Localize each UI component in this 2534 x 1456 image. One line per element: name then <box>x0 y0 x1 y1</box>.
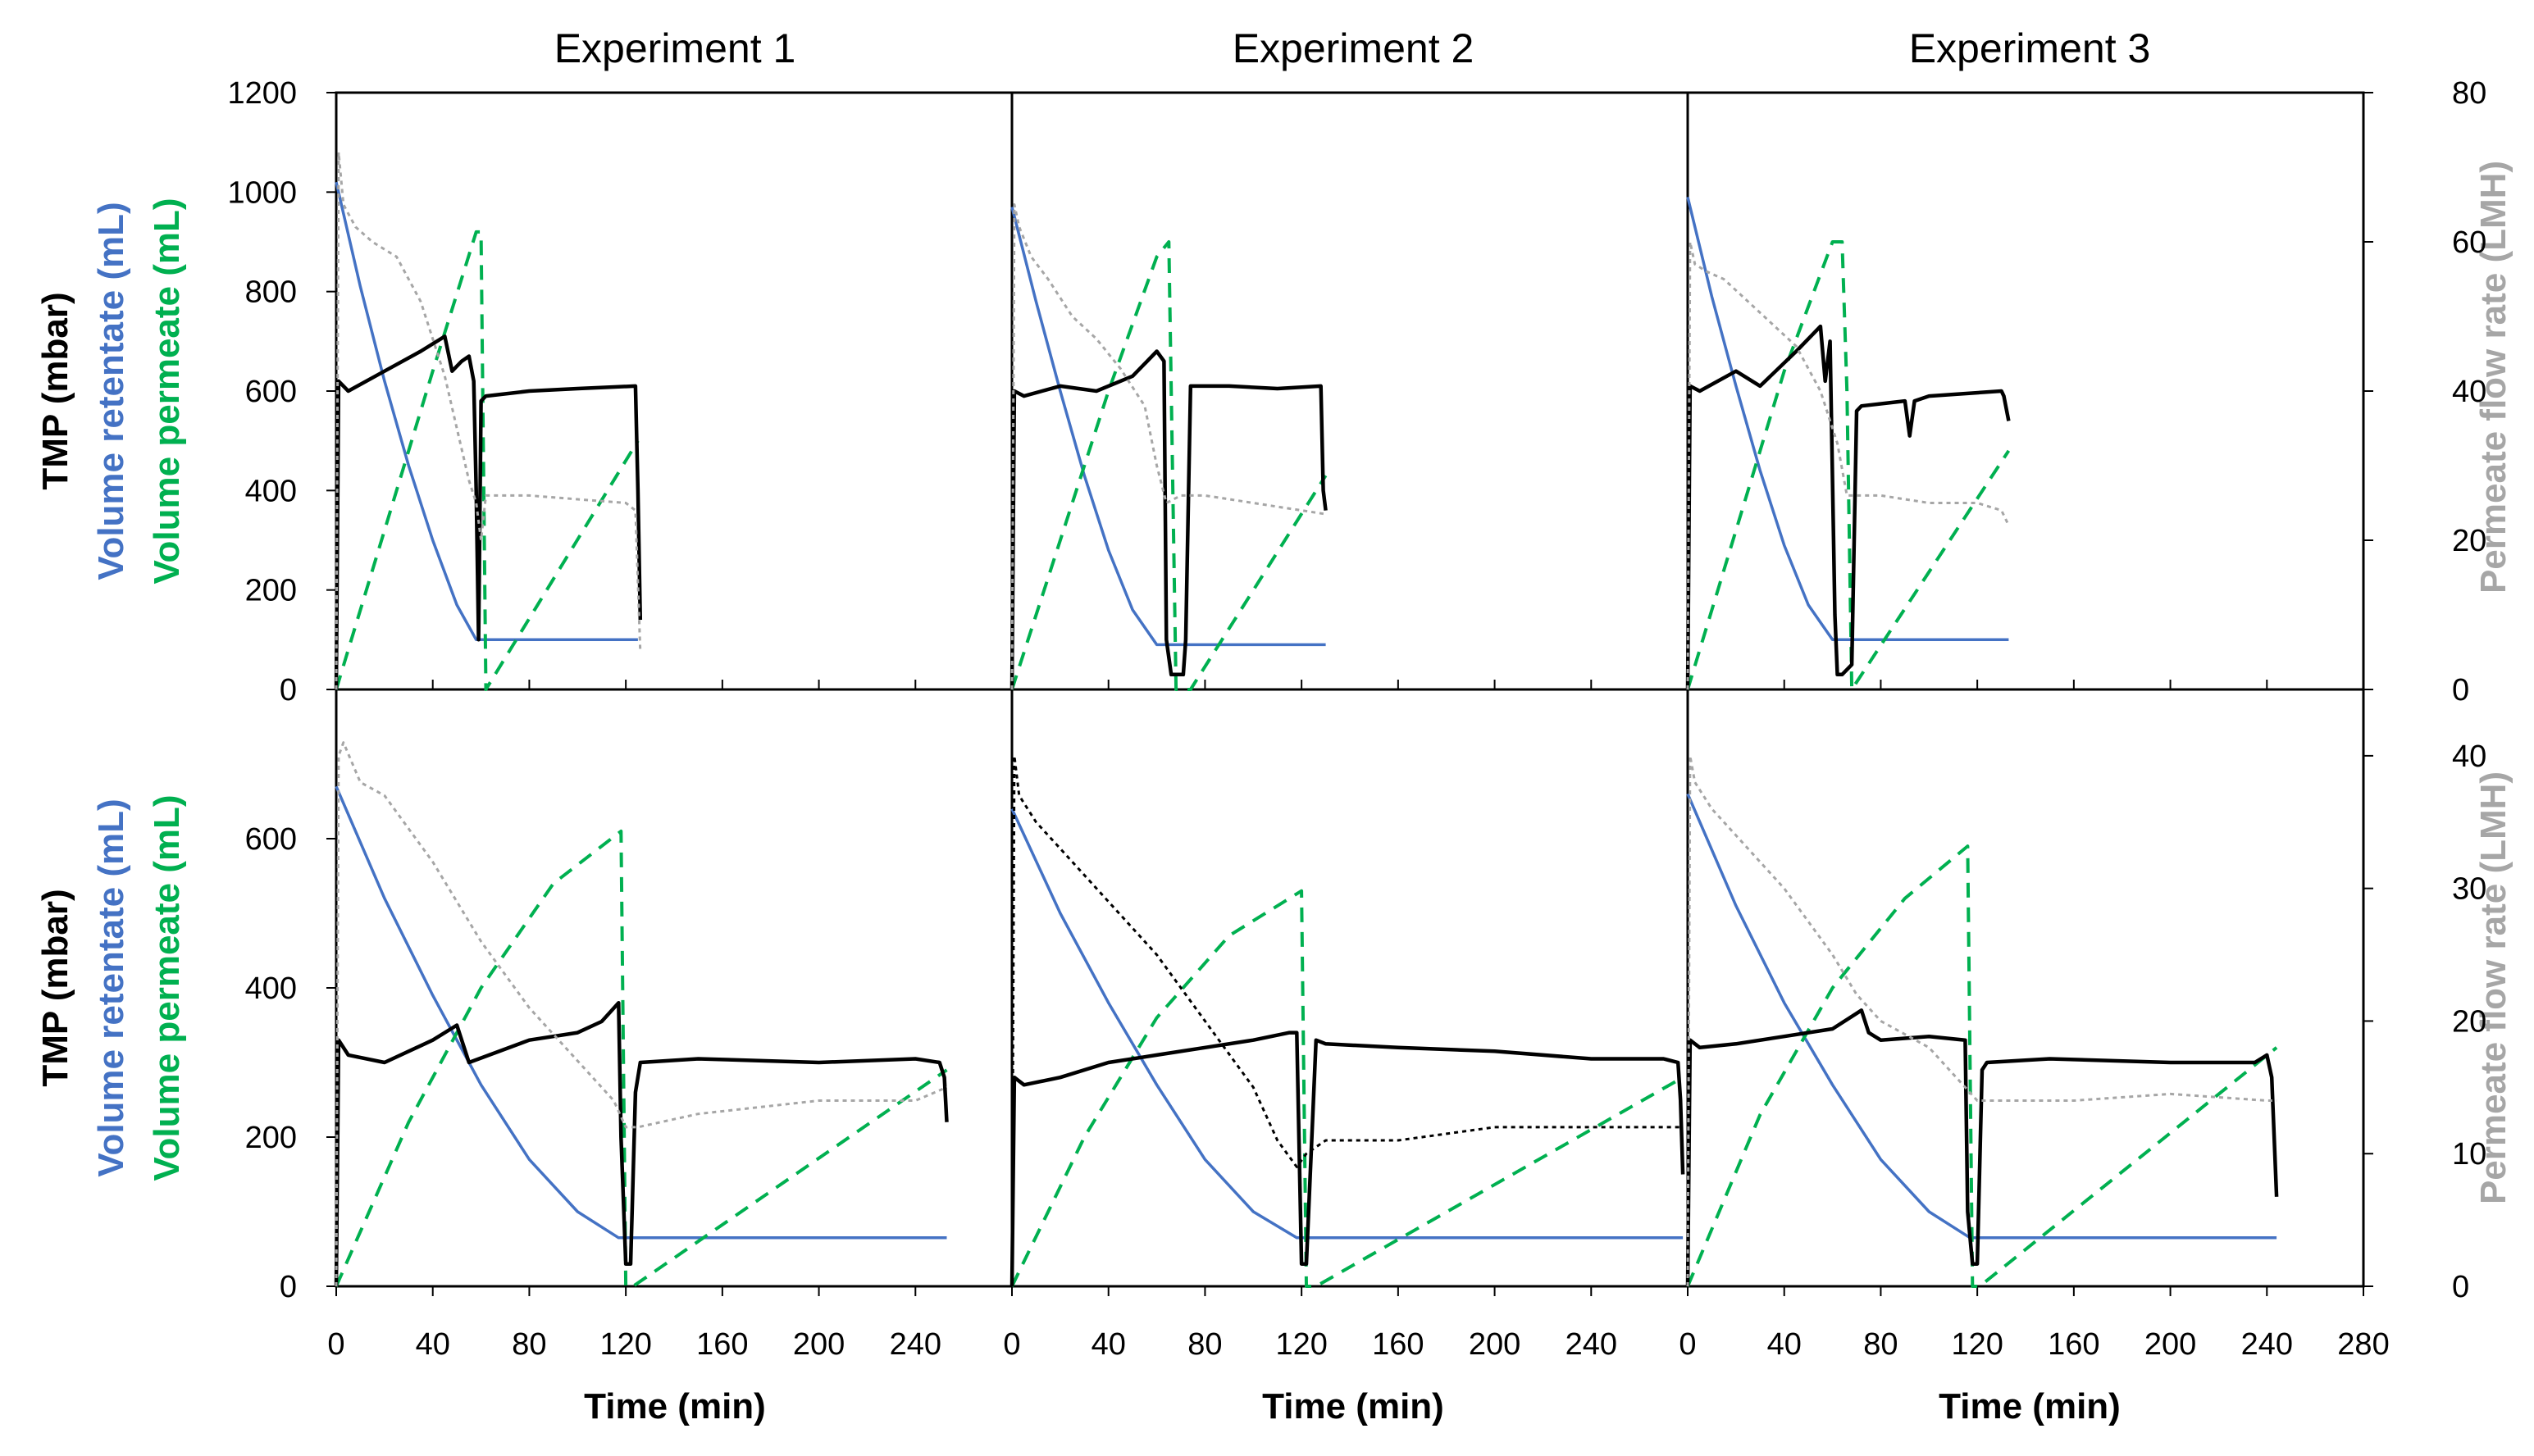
top-tmp-label: TMP (mbar) <box>35 292 75 489</box>
left-tick-label: 600 <box>245 822 297 857</box>
top-permeate-label: Volume permeate (mL) <box>147 198 187 584</box>
bottom-left-axis-label: TMP (mbar) Volume retentate (mL) Volume … <box>35 794 187 1181</box>
plot-frames <box>335 91 2365 1288</box>
x-tick-label: 120 <box>1951 1327 2003 1362</box>
x-axis-label-2: Time (min) <box>1262 1386 1444 1426</box>
x-tick-label: 240 <box>1566 1327 1617 1362</box>
series-volume-permeate <box>335 829 948 1288</box>
right-tick-label: 20 <box>2452 524 2486 558</box>
series-volume-retentate <box>335 785 947 1240</box>
x-axis-label-3: Time (min) <box>1939 1386 2121 1426</box>
panel-r2-c1 <box>334 741 949 1288</box>
series-volume-retentate <box>1010 207 1326 647</box>
series-volume-permeate <box>335 230 640 691</box>
top-left-axis-label: TMP (mbar) Volume retentate (mL) Volume … <box>35 198 187 584</box>
x-tick-label: 200 <box>1469 1327 1520 1362</box>
x-tick-label: 280 <box>2337 1327 2389 1362</box>
panel-r2-c2 <box>1009 754 1685 1288</box>
x-axis-label-1: Time (min) <box>584 1386 766 1426</box>
x-tick-label: 40 <box>1767 1327 1802 1362</box>
right-tick-label: 40 <box>2452 739 2486 774</box>
right-tick-label: 60 <box>2452 225 2486 260</box>
data-series <box>334 151 2279 1288</box>
series-tmp <box>334 334 643 690</box>
series-volume-permeate <box>1010 889 1684 1288</box>
bottom-tmp-label: TMP (mbar) <box>35 889 75 1086</box>
left-tick-label: 0 <box>280 673 297 708</box>
series-volume-retentate <box>1010 808 1684 1240</box>
panel-r2-c3 <box>1685 754 2279 1288</box>
bottom-row-frame <box>335 688 2365 1288</box>
x-tick-label: 0 <box>1679 1327 1696 1362</box>
top-retentate-label: Volume retentate (mL) <box>91 202 131 580</box>
series-permeate-flow-rate <box>335 741 948 1287</box>
right-tick-label: 30 <box>2452 872 2486 907</box>
x-tick-label: 80 <box>1863 1327 1898 1362</box>
series-tmp <box>334 1000 949 1287</box>
left-tick-label: 400 <box>245 474 297 508</box>
x-tick-label: 240 <box>2241 1327 2293 1362</box>
series-permeate-flow-rate <box>1010 203 1326 690</box>
series-volume-retentate <box>335 181 638 642</box>
x-tick-label: 160 <box>696 1327 748 1362</box>
bottom-retentate-label: Volume retentate (mL) <box>91 799 131 1176</box>
series-tmp <box>1685 324 2011 690</box>
title-experiment-2: Experiment 2 <box>1233 25 1474 71</box>
x-tick-label: 80 <box>512 1327 546 1362</box>
x-tick-label: 0 <box>327 1327 344 1362</box>
top-flow-rate-label: Permeate flow rate (LMH) <box>2473 161 2513 594</box>
left-tick-label: 400 <box>245 971 297 1006</box>
x-tick-label: 160 <box>1372 1327 1424 1362</box>
axis-ticks: 0200400600800100012000204060800200400600… <box>227 76 2486 1362</box>
series-volume-retentate <box>1686 793 2277 1240</box>
left-tick-label: 0 <box>280 1270 297 1304</box>
left-tick-label: 600 <box>245 375 297 409</box>
x-tick-label: 40 <box>1092 1327 1126 1362</box>
left-tick-label: 200 <box>245 574 297 608</box>
x-tick-label: 40 <box>416 1327 450 1362</box>
series-permeate-flow-rate <box>1686 240 2010 690</box>
panel-r1-c1 <box>334 151 643 691</box>
x-tick-label: 200 <box>793 1327 845 1362</box>
series-tmp <box>1009 1031 1685 1287</box>
title-experiment-3: Experiment 3 <box>1909 25 2151 71</box>
x-tick-label: 80 <box>1187 1327 1222 1362</box>
right-tick-label: 80 <box>2452 76 2486 111</box>
series-tmp <box>1009 349 1328 690</box>
panel-r1-c3 <box>1685 196 2011 691</box>
right-tick-label: 0 <box>2452 673 2469 708</box>
x-tick-label: 200 <box>2144 1327 2196 1362</box>
x-tick-label: 0 <box>1003 1327 1020 1362</box>
x-tick-label: 240 <box>890 1327 941 1362</box>
panel-r1-c2 <box>1009 203 1328 691</box>
title-experiment-1: Experiment 1 <box>554 25 796 71</box>
series-permeate-flow-rate <box>1686 754 2277 1287</box>
series-volume-retentate <box>1686 196 2009 642</box>
series-tmp <box>1685 1008 2279 1287</box>
series-volume-permeate <box>1010 240 1328 691</box>
bottom-flow-rate-label: Permeate flow rate (LMH) <box>2473 771 2513 1204</box>
left-tick-label: 200 <box>245 1121 297 1155</box>
x-tick-label: 120 <box>599 1327 651 1362</box>
right-tick-label: 20 <box>2452 1004 2486 1039</box>
series-volume-permeate <box>1686 240 2011 691</box>
right-tick-label: 10 <box>2452 1137 2486 1172</box>
right-tick-label: 40 <box>2452 375 2486 409</box>
x-tick-label: 160 <box>2048 1327 2099 1362</box>
left-tick-label: 800 <box>245 275 297 310</box>
bottom-permeate-label: Volume permeate (mL) <box>147 794 187 1181</box>
x-tick-label: 120 <box>1275 1327 1327 1362</box>
left-tick-label: 1200 <box>227 76 297 111</box>
series-permeate-flow-rate <box>1010 754 1684 1287</box>
series-permeate-flow-rate <box>335 151 642 690</box>
series-volume-permeate <box>1686 844 2278 1288</box>
right-tick-label: 0 <box>2452 1270 2469 1304</box>
left-tick-label: 1000 <box>227 175 297 210</box>
